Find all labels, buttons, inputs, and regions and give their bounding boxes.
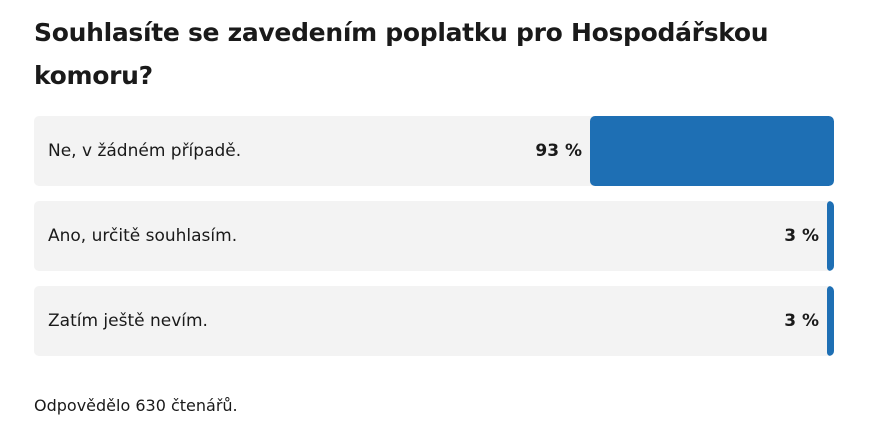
poll-option-yes[interactable]: Ano, určitě souhlasím. 3 % [34,201,834,271]
poll-option-percent: 93 % [535,141,582,161]
poll-result-bar [590,116,834,186]
poll-result-bar [827,286,834,356]
poll-option-label: Ano, určitě souhlasím. [48,226,238,246]
poll-options: Ne, v žádném případě. 93 % Ano, určitě s… [34,116,834,371]
poll-option-label: Zatím ještě nevím. [48,311,208,331]
poll-option-percent: 3 % [784,226,819,246]
poll-response-count: Odpovědělo 630 čtenářů. [34,396,238,415]
poll-option-no[interactable]: Ne, v žádném případě. 93 % [34,116,834,186]
poll-result-bar [827,201,834,271]
poll-option-undecided[interactable]: Zatím ještě nevím. 3 % [34,286,834,356]
poll-question: Souhlasíte se zavedením poplatku pro Hos… [34,18,769,90]
poll-option-label: Ne, v žádném případě. [48,141,242,161]
poll-option-percent: 3 % [784,311,819,331]
poll-widget: Souhlasíte se zavedením poplatku pro Hos… [34,0,834,356]
